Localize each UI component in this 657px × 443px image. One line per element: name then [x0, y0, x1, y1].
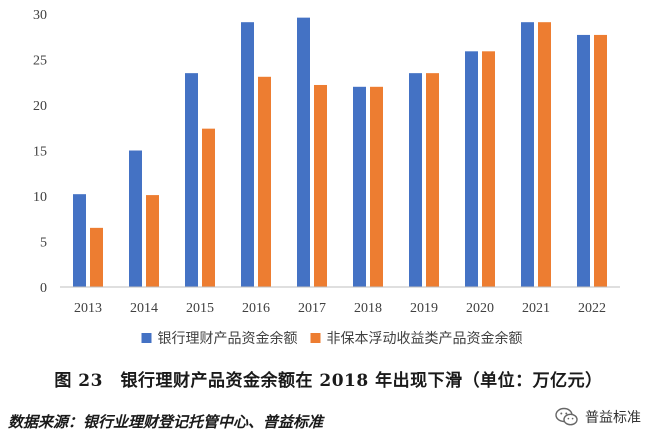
legend-swatch-2: [310, 333, 321, 343]
legend-label-1: 银行理财产品资金余额: [158, 330, 298, 347]
legend-label-2: 非保本浮动收益类产品资金余额: [327, 330, 523, 347]
x-axis-ticks: 2013 2014 2015 2016 2017 2018 2019 2020 2021 2022: [74, 301, 606, 316]
x-tick-label: 2014: [130, 301, 158, 316]
bar-series-2-2019: [426, 73, 439, 288]
y-tick-label: 0: [40, 281, 47, 296]
figure-caption: 图 23 银行理财产品资金余额在 2018 年出现下滑（单位：万亿元）: [54, 371, 603, 391]
bar-series-2-2020: [482, 51, 495, 288]
watermark: 普益标准: [555, 403, 641, 431]
bar-series-2-2015: [202, 128, 215, 287]
x-tick-label: 2015: [186, 301, 214, 316]
x-tick-label: 2017: [298, 301, 326, 316]
bar-series-2-2016: [258, 76, 271, 287]
watermark-text: 普益标准: [585, 410, 641, 426]
x-tick-label: 2019: [410, 301, 438, 316]
bar-series: [73, 17, 607, 288]
bar-series-2-2022: [594, 34, 607, 288]
bar-series-1-2014: [129, 150, 142, 287]
y-tick-label: 25: [33, 54, 47, 69]
y-tick-label: 30: [33, 8, 47, 23]
legend-swatch-1: [141, 333, 152, 343]
bar-series-2-2021: [538, 22, 551, 287]
x-tick-label: 2022: [578, 301, 606, 316]
bar-series-1-2021: [521, 22, 534, 287]
x-tick-label: 2020: [466, 301, 494, 316]
y-tick-label: 15: [33, 145, 47, 160]
bar-series-2-2014: [146, 195, 159, 287]
x-tick-label: 2021: [522, 301, 550, 316]
y-tick-label: 10: [33, 190, 47, 205]
y-tick-label: 5: [40, 236, 47, 251]
y-axis-ticks: 0 5 10 15 20 25 30: [33, 8, 47, 296]
data-source-note: 数据来源：银行业理财登记托管中心、普益标准: [8, 413, 324, 431]
bar-series-2-2013: [90, 227, 103, 287]
bar-series-1-2022: [577, 34, 590, 288]
bar-series-2-2017: [314, 84, 327, 287]
bar-series-1-2018: [353, 86, 366, 287]
wechat-icon: [555, 407, 578, 426]
bar-series-1-2016: [241, 22, 254, 287]
bar-series-1-2020: [465, 51, 478, 288]
bar-series-1-2019: [409, 73, 422, 288]
legend: 银行理财产品资金余额 非保本浮动收益类产品资金余额: [141, 330, 523, 347]
bar-series-1-2015: [185, 73, 198, 288]
x-tick-label: 2016: [242, 301, 270, 316]
y-tick-label: 20: [33, 99, 47, 114]
x-tick-label: 2018: [354, 301, 382, 316]
bar-series-1-2017: [297, 17, 310, 287]
x-tick-label: 2013: [74, 301, 102, 316]
bar-series-2-2018: [370, 86, 383, 287]
bar-series-1-2013: [73, 194, 86, 287]
